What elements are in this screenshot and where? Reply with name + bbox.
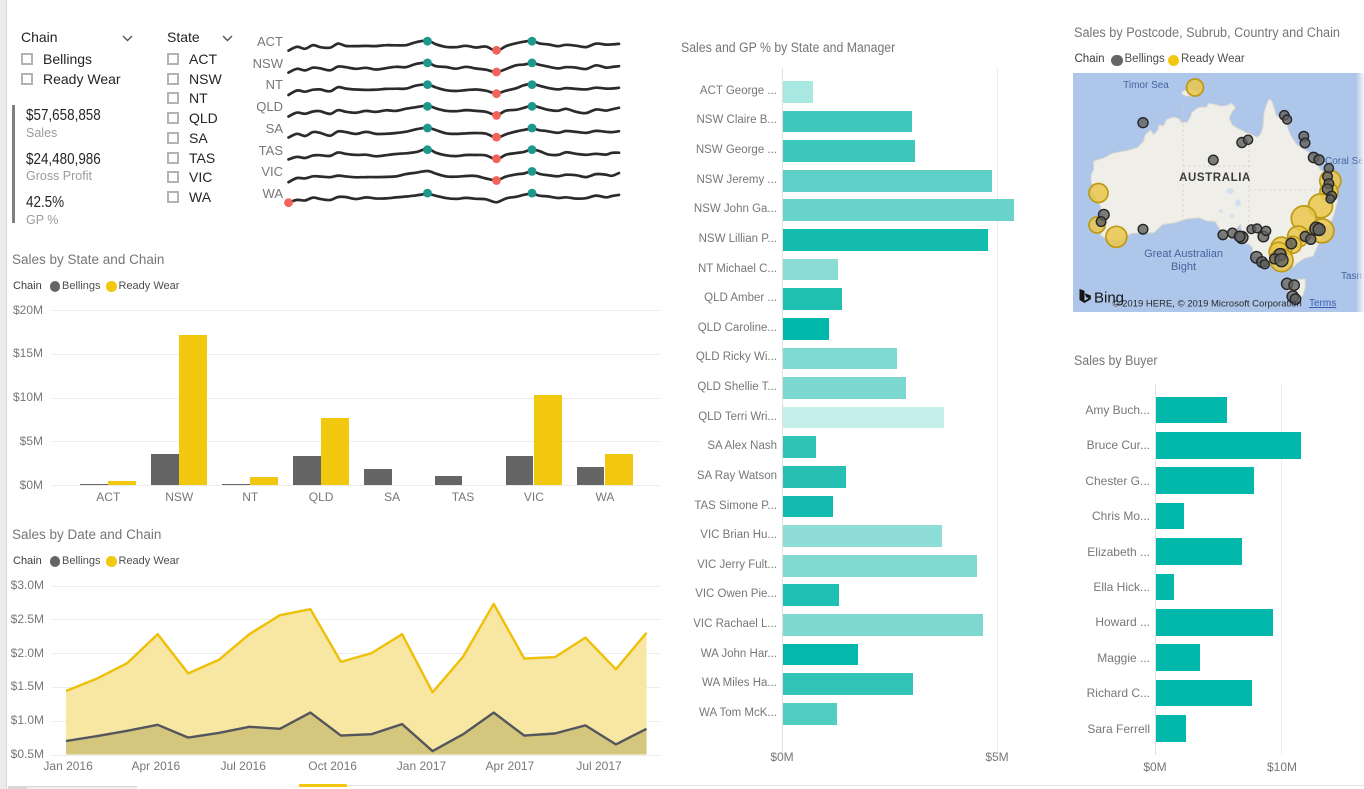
svg-text:Timor Sea: Timor Sea — [1123, 80, 1169, 91]
svg-text:Bing: Bing — [1094, 290, 1124, 307]
svg-text:AUSTRALIA: AUSTRALIA — [1179, 172, 1251, 184]
svg-text:Bight: Bight — [1171, 261, 1196, 273]
svg-text:Great Australian: Great Australian — [1144, 248, 1223, 260]
svg-text:Coral Se: Coral Se — [1325, 156, 1364, 167]
svg-text:© 2019 HERE, © 2019 Microsoft: © 2019 HERE, © 2019 Microsoft Corporatio… — [1113, 299, 1302, 310]
svg-text:Terms: Terms — [1309, 298, 1336, 309]
svg-text:Tasm: Tasm — [1341, 271, 1364, 282]
